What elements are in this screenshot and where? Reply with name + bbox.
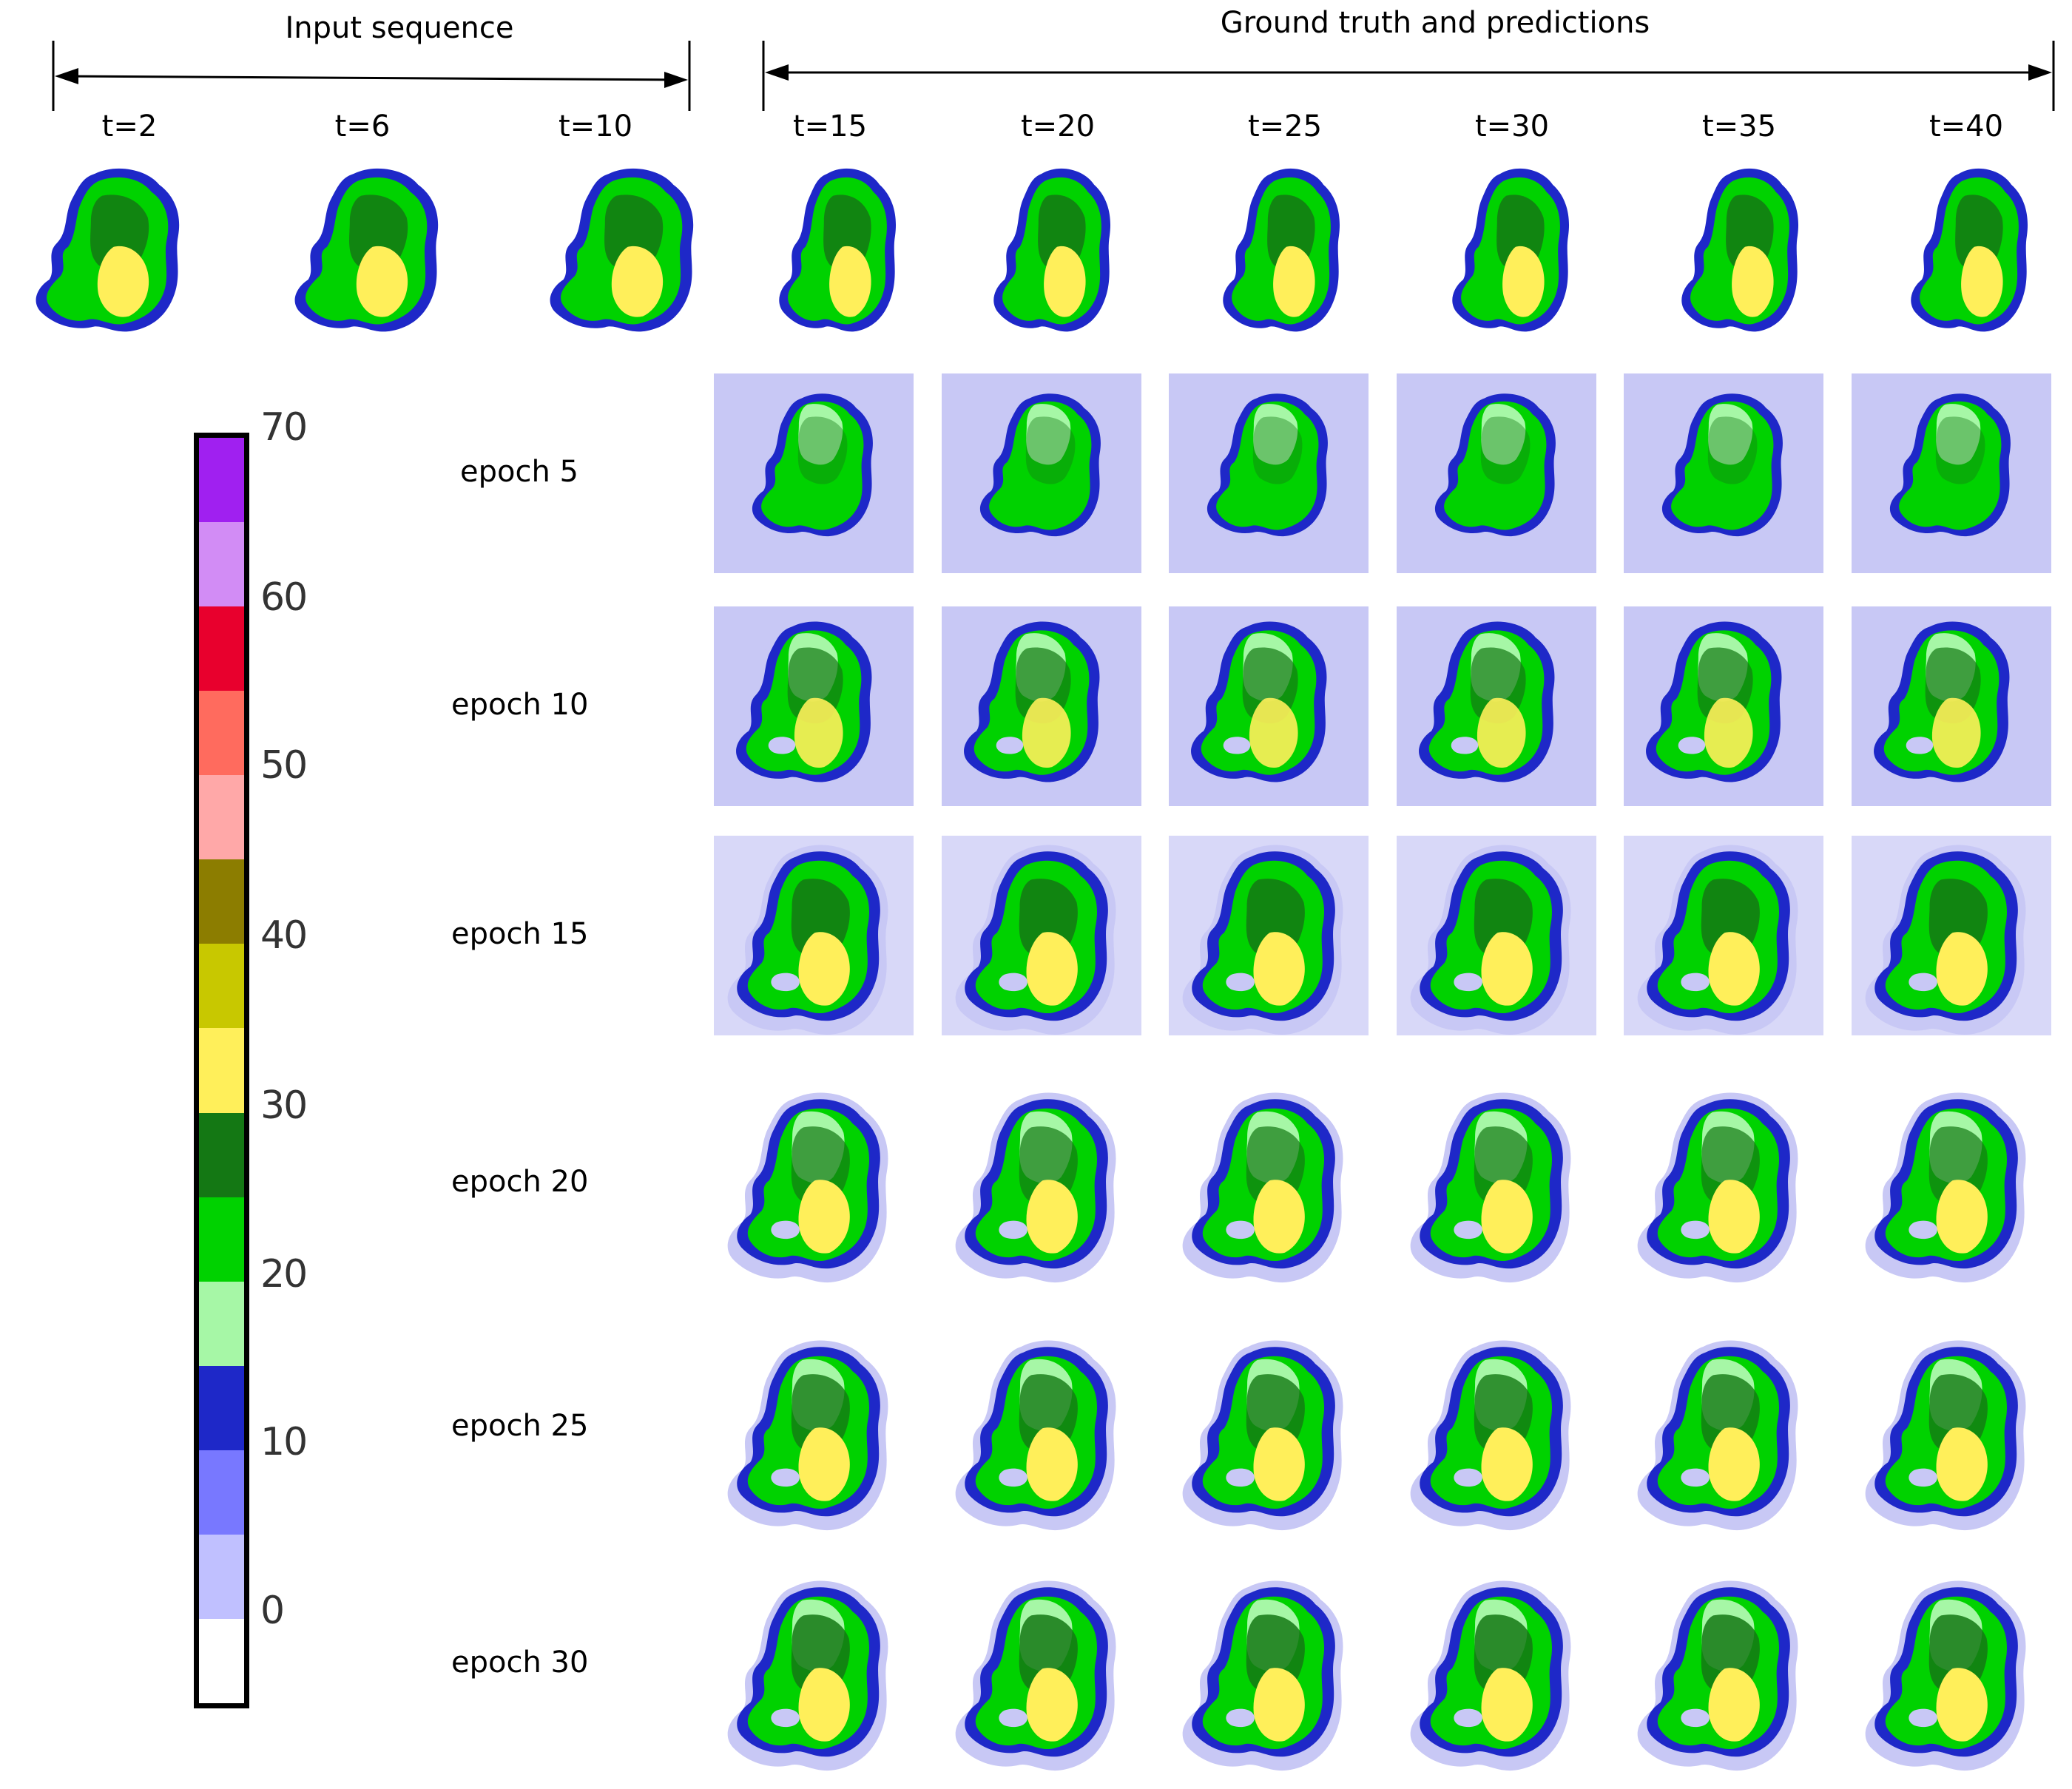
- time-label: t=10: [558, 109, 633, 143]
- time-label: t=15: [792, 109, 868, 143]
- colorbar-segment: [199, 606, 244, 691]
- prediction-panel: [1637, 1580, 1798, 1771]
- colorbar-tick: 50: [260, 743, 308, 788]
- prediction-panel: [1397, 373, 1596, 573]
- prediction-panel: [1865, 1580, 2026, 1771]
- prediction-panel: [955, 1340, 1116, 1531]
- prediction-panel: [727, 1580, 888, 1771]
- prediction-panel: [955, 1092, 1116, 1283]
- prediction-panel: [714, 836, 914, 1035]
- colorbar-tick: 20: [260, 1252, 308, 1296]
- colorbar-tick: 0: [260, 1589, 285, 1633]
- colorbar-segment: [199, 859, 244, 944]
- prediction-panel: [714, 373, 914, 573]
- time-label: t=35: [1701, 109, 1777, 143]
- prediction-panel: [1852, 606, 2051, 806]
- colorbar-segment: [199, 1281, 244, 1366]
- time-label: t=2: [101, 109, 158, 143]
- ground-truth-label: Ground truth and predictions: [1220, 6, 1650, 40]
- prediction-panel: [942, 373, 1141, 573]
- prediction-panel: [1852, 836, 2051, 1035]
- colorbar-tick: 10: [260, 1420, 308, 1464]
- colorbar-segment: [199, 522, 244, 607]
- prediction-panel: [1410, 1092, 1571, 1283]
- prediction-panel: [1624, 373, 1823, 573]
- prediction-panel: [1397, 836, 1596, 1035]
- epoch-label: epoch 10: [451, 688, 589, 722]
- colorbar-tick: 30: [260, 1083, 308, 1128]
- colorbar-segment: [199, 438, 244, 523]
- prediction-panel: [1865, 1092, 2026, 1283]
- colorbar-segment: [199, 775, 244, 860]
- time-label: t=6: [334, 109, 391, 143]
- prediction-panel: [942, 606, 1141, 806]
- radar-panel: [550, 168, 694, 332]
- input-sequence-label: Input sequence: [285, 11, 514, 45]
- input-arrow: [52, 41, 691, 111]
- radar-panel: [993, 168, 1111, 332]
- colorbar-tick: 40: [260, 913, 308, 958]
- prediction-panel: [1624, 606, 1823, 806]
- radar-panel: [1911, 168, 2028, 332]
- epoch-label: epoch 25: [451, 1409, 589, 1443]
- prediction-panel: [1852, 373, 2051, 573]
- epoch-label: epoch 15: [451, 917, 589, 951]
- time-label: t=40: [1928, 109, 2004, 143]
- prediction-panel: [727, 1340, 888, 1531]
- time-label: t=20: [1020, 109, 1096, 143]
- prediction-panel: [1624, 836, 1823, 1035]
- prediction-panel: [1182, 1580, 1343, 1771]
- prediction-panel: [727, 1092, 888, 1283]
- time-label: t=30: [1474, 109, 1550, 143]
- prediction-panel: [1182, 1340, 1343, 1531]
- header-arrows: [52, 41, 2055, 111]
- prediction-panel: [1397, 606, 1596, 806]
- epoch-label: epoch 20: [451, 1165, 589, 1199]
- colorbar-segment: [199, 1028, 244, 1113]
- prediction-panel: [1865, 1340, 2026, 1531]
- radar-panel: [36, 168, 180, 332]
- epoch-label: epoch 30: [451, 1646, 589, 1680]
- prediction-panel: [1410, 1580, 1571, 1771]
- prediction-panel: [1169, 606, 1369, 806]
- prediction-panel: [1410, 1340, 1571, 1531]
- prediction-panel: [1169, 836, 1369, 1035]
- colorbar-segment: [199, 944, 244, 1029]
- radar-panel: [779, 168, 897, 332]
- colorbar-segment: [199, 1197, 244, 1282]
- colorbar-segment: [199, 1112, 244, 1197]
- epoch-label: epoch 5: [460, 455, 578, 489]
- colorbar-segment: [199, 1534, 244, 1619]
- colorbar-tick: 70: [260, 405, 308, 450]
- prediction-panel: [1182, 1092, 1343, 1283]
- colorbar-segment: [199, 1618, 244, 1703]
- radar-panel: [1681, 168, 1799, 332]
- colorbar-segment: [199, 691, 244, 776]
- prediction-panel: [955, 1580, 1116, 1771]
- radar-panel: [294, 168, 439, 332]
- colorbar-tick: 60: [260, 575, 308, 620]
- gt-arrow: [762, 41, 2055, 111]
- radar-panel: [1452, 168, 1570, 332]
- colorbar: [194, 433, 249, 1708]
- colorbar-segment: [199, 1450, 244, 1535]
- colorbar-segment: [199, 1365, 244, 1450]
- prediction-panel: [1637, 1340, 1798, 1531]
- radar-panel: [1223, 168, 1340, 332]
- prediction-panel: [1169, 373, 1369, 573]
- prediction-panel: [942, 836, 1141, 1035]
- prediction-panel: [714, 606, 914, 806]
- time-label: t=25: [1247, 109, 1323, 143]
- prediction-panel: [1637, 1092, 1798, 1283]
